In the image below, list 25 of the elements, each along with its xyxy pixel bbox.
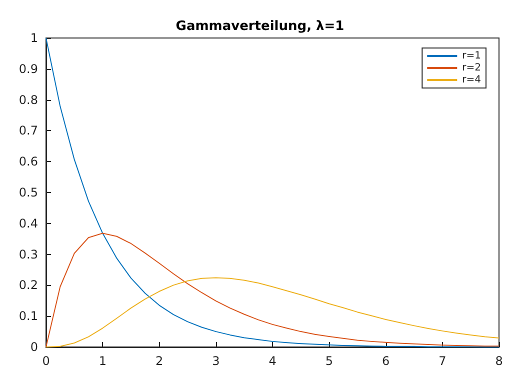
y-tick-label: 1	[30, 31, 38, 45]
legend-label: r=2	[462, 62, 482, 74]
y-tick-label: 0	[30, 340, 38, 354]
y-tick-label: 0.2	[18, 278, 38, 292]
chart-title: Gammaverteilung, λ=1	[176, 19, 344, 34]
x-tick-label: 1	[98, 354, 106, 368]
y-tick-label: 0.6	[18, 154, 38, 169]
x-tick-label: 6	[382, 354, 390, 368]
legend-label: r=1	[462, 50, 482, 62]
x-tick-label: 3	[212, 354, 220, 368]
x-tick-label: 7	[438, 354, 446, 368]
x-tick-label: 2	[155, 354, 164, 368]
y-tick-label: 0.9	[18, 62, 38, 76]
x-tick-label: 4	[268, 354, 276, 368]
y-tick-label: 0.3	[18, 247, 38, 262]
legend-label: r=4	[462, 74, 482, 86]
y-tick-label: 0.4	[18, 216, 38, 230]
y-tick-label: 0.8	[18, 92, 38, 107]
x-tick-label: 5	[325, 354, 333, 368]
line-series	[46, 38, 500, 348]
y-tick-label: 0.7	[18, 124, 38, 138]
x-tick-label: 8	[495, 354, 503, 368]
y-tick-label: 0.1	[18, 309, 38, 324]
y-tick-label: 0.5	[18, 186, 38, 200]
x-tick-label: 0	[42, 354, 50, 368]
